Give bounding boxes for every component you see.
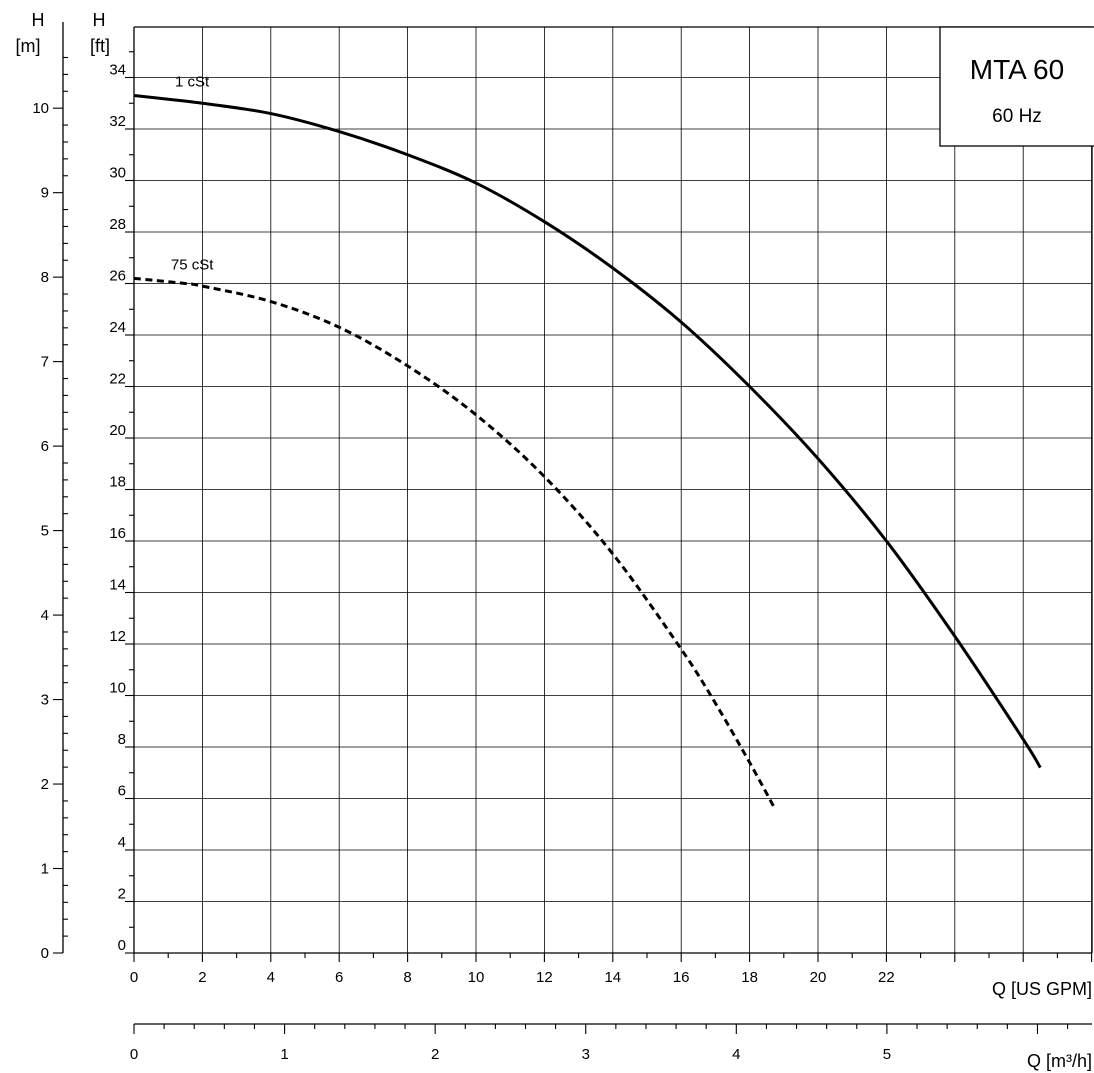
y-m-axis-title-h: H: [32, 10, 45, 30]
x-m3h-tick-label: 5: [883, 1046, 891, 1063]
x-gpm-tick-label: 22: [878, 969, 895, 986]
y-m-tick-label: 4: [41, 607, 49, 624]
y-ft-tick-label: 14: [109, 577, 126, 594]
y-ft-tick-label: 18: [109, 474, 126, 491]
x-gpm-tick-label: 10: [468, 969, 485, 986]
model-frequency: 60 Hz: [992, 106, 1042, 127]
y-ft-axis-title-h: H: [93, 10, 106, 30]
x-gpm-tick-label: 16: [673, 969, 690, 986]
y-ft-tick-label: 8: [118, 731, 126, 748]
y-ft-tick-label: 24: [109, 319, 126, 336]
x-gpm-tick-label: 2: [198, 969, 206, 986]
y-ft-tick-label: 28: [109, 216, 126, 233]
y-m-tick-label: 5: [41, 523, 49, 540]
series-label-75-cst: 75 cSt: [171, 256, 214, 273]
y-m-axis-title-unit: [m]: [16, 36, 41, 56]
y-ft-tick-label: 12: [109, 628, 126, 645]
y-m-tick-label: 3: [41, 692, 49, 709]
y-m-tick-label: 9: [41, 185, 49, 202]
x-gpm-tick-label: 20: [810, 969, 827, 986]
model-title: MTA 60: [970, 54, 1064, 85]
y-m-tick-label: 8: [41, 269, 49, 286]
x-gpm-tick-label: 8: [403, 969, 411, 986]
y-ft-tick-label: 30: [109, 165, 126, 182]
series-label-1-cst: 1 cSt: [175, 74, 210, 91]
x-m3h-tick-label: 1: [280, 1046, 288, 1063]
y-ft-tick-label: 32: [109, 113, 126, 130]
y-m-tick-label: 1: [41, 861, 49, 878]
x-m3h-tick-label: 3: [582, 1046, 590, 1063]
y-ft-tick-label: 4: [118, 834, 126, 851]
y-ft-tick-label: 10: [109, 680, 126, 697]
chart-grid: [133, 27, 1092, 954]
curve-1-cst: [133, 94, 1042, 769]
y-ft-axis-title-unit: [ft]: [90, 36, 110, 56]
x-m3h-tick-label: 2: [431, 1046, 439, 1063]
x-gpm-tick-label: 0: [130, 969, 138, 986]
y-m-tick-label: 2: [41, 776, 49, 793]
x-gpm-tick-label: 4: [267, 969, 275, 986]
curve-75-cst: [133, 276, 775, 807]
x-gpm-tick-label: 18: [741, 969, 758, 986]
y-m-tick-label: 7: [41, 354, 49, 371]
y-m-tick-label: 0: [41, 945, 49, 962]
y-ft-tick-label: 20: [109, 422, 126, 439]
y-m-tick-label: 6: [41, 438, 49, 455]
x-gpm-tick-label: 14: [604, 969, 621, 986]
chart-series: 1 cSt 75 cSt: [133, 74, 1042, 807]
y-ft-tick-label: 16: [109, 525, 126, 542]
y-ft-tick-label: 6: [118, 783, 126, 800]
x-gpm-axis-title: Q [US GPM]: [992, 979, 1092, 999]
x-gpm-tick-label: 6: [335, 969, 343, 986]
y-m-tick-label: 10: [32, 100, 49, 117]
x-gpm-tick-label: 12: [536, 969, 553, 986]
model-box: [939, 26, 1094, 147]
y-ft-tick-label: 26: [109, 268, 126, 285]
y-ft-tick-label: 0: [118, 937, 126, 954]
x-m3h-tick-label: 0: [130, 1046, 138, 1063]
x-m3h-tick-label: 4: [732, 1046, 740, 1063]
x-m3h-axis-title: Q [m³/h]: [1027, 1051, 1092, 1071]
y-ft-tick-label: 22: [109, 371, 126, 388]
y-ft-tick-label: 34: [109, 62, 126, 79]
chart-axes: 0246810121416182022242628303234012345678…: [32, 22, 1093, 1063]
y-ft-tick-label: 2: [118, 886, 126, 903]
